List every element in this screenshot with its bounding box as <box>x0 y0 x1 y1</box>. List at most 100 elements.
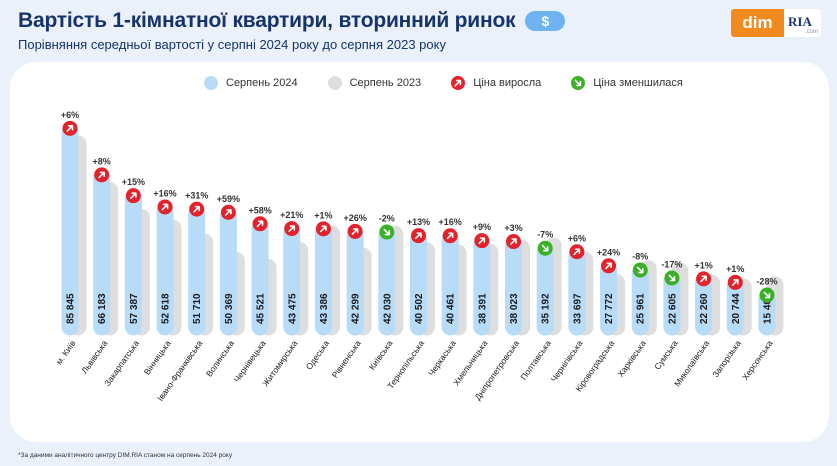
change-label: +21% <box>280 210 303 220</box>
change-label: +6% <box>568 233 586 243</box>
change-label: +9% <box>473 222 491 232</box>
change-label: +1% <box>726 264 744 274</box>
arrow-down-icon <box>379 224 395 240</box>
arrow-down-icon <box>759 287 775 303</box>
change-label: +26% <box>343 213 366 223</box>
change-label: +31% <box>185 191 208 201</box>
bar-current <box>93 170 111 336</box>
arrow-up-icon <box>474 233 490 249</box>
category-label: Вінницька <box>142 338 173 376</box>
bar-value-label: 35 192 <box>541 293 552 324</box>
category-label: Чернівецька <box>232 338 268 384</box>
legend-label-up: Ціна виросла <box>473 77 542 89</box>
bar-current <box>758 290 776 336</box>
arrow-up-icon <box>727 274 743 290</box>
change-label: +3% <box>504 223 522 233</box>
category-label: Полтавська <box>518 338 553 382</box>
category-label: Запорізька <box>710 338 743 379</box>
category-label: Черкаська <box>426 338 458 378</box>
title-row: Вартість 1-кімнатної квартири, вторинний… <box>18 9 566 33</box>
currency-badge: $ <box>525 11 566 31</box>
bar-current <box>188 204 206 336</box>
bar-current <box>568 247 586 336</box>
arrow-up-icon <box>220 204 236 220</box>
arrow-up-icon <box>696 271 712 287</box>
arrow-up-icon <box>252 216 268 232</box>
bar-value-label: 22 260 <box>699 293 710 324</box>
change-label: +16% <box>153 188 176 198</box>
bar-value-label: 27 772 <box>604 293 615 324</box>
bar-value-label: 42 030 <box>382 293 393 324</box>
change-label: +1% <box>694 260 712 270</box>
bar-current <box>346 226 364 336</box>
category-label: Сумська <box>652 338 680 371</box>
bar-current <box>219 207 237 336</box>
bar-current <box>314 224 332 336</box>
bar-current <box>156 202 174 336</box>
logo-ria-suffix: .com <box>804 29 818 35</box>
arrow-up-icon <box>125 188 141 204</box>
bar-value-label: 40 502 <box>414 293 425 324</box>
arrow-up-icon <box>315 221 331 237</box>
footnote: *За даними аналітичного центру DIM.RIA с… <box>18 452 233 459</box>
legend: Серпень 2024 Серпень 2023 Ціна виросла Ц… <box>204 76 683 90</box>
change-label: +8% <box>93 156 111 166</box>
bar-value-label: 50 369 <box>224 293 235 324</box>
bar-value-label: 45 521 <box>256 293 267 324</box>
dim-ria-logo: dim RIA .com <box>731 9 821 37</box>
bar-value-label: 33 697 <box>572 293 583 324</box>
bar-current <box>378 227 396 336</box>
bar-value-label: 38 391 <box>477 293 488 324</box>
logo-ria-text: RIA <box>788 14 812 29</box>
logo-ria: RIA .com <box>784 9 821 37</box>
bar-value-label: 15 400 <box>762 293 773 324</box>
bar-current <box>283 224 301 336</box>
bar-current <box>695 274 713 336</box>
legend-item-current: Серпень 2024 <box>204 76 298 90</box>
change-label: +24% <box>597 247 620 257</box>
change-label: +6% <box>61 110 79 120</box>
change-label: -17% <box>661 260 682 270</box>
arrow-down-icon <box>632 262 648 278</box>
category-label: Херсонська <box>740 338 775 382</box>
category-label: м. Київ <box>54 338 78 366</box>
legend-item-down: Ціна зменшилася <box>571 76 683 90</box>
bar-value-label: 51 710 <box>192 293 203 324</box>
arrow-down-icon <box>571 76 586 90</box>
bar-value-label: 43 475 <box>287 293 298 324</box>
category-label: Київська <box>367 338 395 372</box>
bar-value-label: 52 618 <box>161 293 172 324</box>
arrow-up-icon <box>601 258 617 274</box>
category-label: Чернігівська <box>549 338 585 384</box>
legend-item-up: Ціна виросла <box>451 76 541 90</box>
legend-swatch-current <box>204 76 218 90</box>
logo-dim: dim <box>731 9 784 37</box>
bar-value-label: 25 961 <box>636 293 647 324</box>
bar-value-label: 20 744 <box>731 293 742 324</box>
arrow-up-icon <box>284 221 300 237</box>
legend-item-previous: Серпень 2023 <box>327 76 421 90</box>
bar-value-label: 57 387 <box>129 293 140 324</box>
bar-current <box>61 123 79 336</box>
category-label: Львівська <box>79 338 109 375</box>
bar-value-label: 40 461 <box>446 293 457 324</box>
category-label: Волинська <box>204 338 236 378</box>
chart-title: Вартість 1-кімнатної квартири, вторинний… <box>18 9 516 32</box>
bar-value-label: 42 299 <box>351 293 362 324</box>
bar-value-label: 22 605 <box>667 293 678 324</box>
bar-current <box>409 231 427 336</box>
bar-current <box>124 191 142 336</box>
change-label: +13% <box>407 217 430 227</box>
bar-value-label: 66 183 <box>97 293 108 324</box>
category-label: Одеська <box>304 338 332 371</box>
arrow-up-icon <box>506 234 522 250</box>
bar-value-label: 85 845 <box>66 293 77 324</box>
arrow-up-icon <box>442 228 458 244</box>
change-label: +59% <box>217 194 240 204</box>
change-label: -2% <box>379 214 395 224</box>
legend-label-down: Ціна зменшилася <box>593 77 683 89</box>
change-label: +1% <box>314 210 332 220</box>
bar-value-label: 43 386 <box>319 293 330 324</box>
arrow-up-icon <box>157 199 173 215</box>
